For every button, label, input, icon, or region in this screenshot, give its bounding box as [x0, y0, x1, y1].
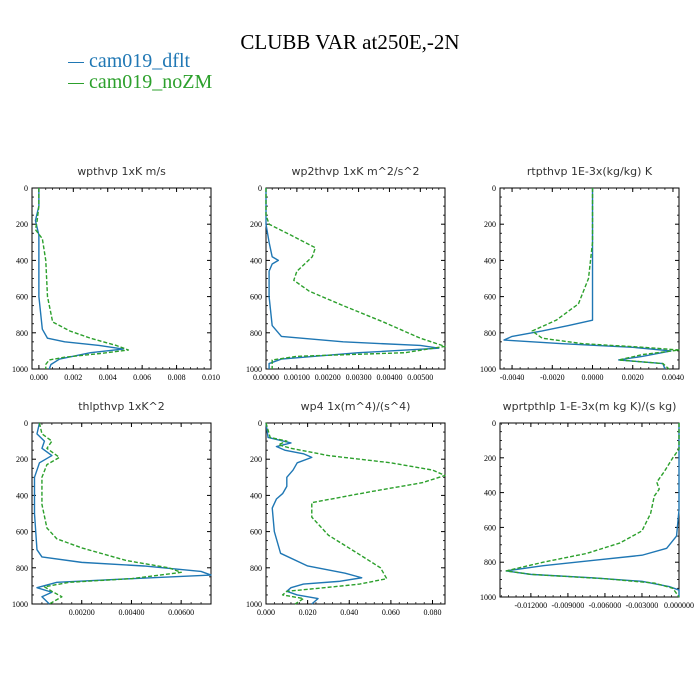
- panel-3-ytick-label-0: 0: [492, 184, 496, 193]
- panel-4-xtick-label-1: 0.00400: [118, 608, 144, 617]
- panel-6-title: wprtpthlp 1-E-3x(m kg K)/(s kg): [503, 400, 677, 413]
- panel-5-xtick-label-0: 0.000: [257, 608, 275, 617]
- panel-1-xtick-label-0: 0.000: [30, 373, 48, 382]
- panel-3-series-nozm: [531, 188, 680, 370]
- panel-1-series-dflt: [34, 188, 124, 370]
- panel-3-xtick-label-0: -0.0040: [500, 373, 525, 382]
- panel-2-xtick-label-2: 0.00200: [315, 373, 341, 382]
- panel-2-ytick-label-2: 400: [250, 256, 262, 265]
- panel-5-series-nozm: [265, 422, 446, 605]
- legend-label-nozm: cam019_noZM: [89, 71, 213, 93]
- panel-1-xtick-label-2: 0.004: [99, 373, 117, 382]
- panel-2-ytick-label-0: 0: [258, 184, 262, 193]
- panel-5-title: wp4 1x(m^4)/(s^4): [301, 400, 411, 413]
- panel-2-xtick-label-5: 0.00500: [407, 373, 433, 382]
- panel-2-series-nozm: [265, 188, 446, 369]
- panel-6-ytick-label-2: 400: [484, 489, 496, 498]
- legend-label-dflt: cam019_dflt: [89, 50, 191, 72]
- panel-6-xtick-label-3: -0.003000: [626, 601, 659, 610]
- panel-6-xtick-label-4: 0.000000: [664, 601, 694, 610]
- panel-4-ytick-label-3: 600: [16, 528, 28, 537]
- panel-2-ytick-label-3: 600: [250, 293, 262, 302]
- panel-6-ytick-label-1: 200: [484, 454, 496, 463]
- panel-3-ytick-label-5: 1000: [480, 365, 496, 374]
- panel-2-ytick-label-1: 200: [250, 220, 262, 229]
- panel-1-xtick-label-1: 0.002: [64, 373, 82, 382]
- legend-swatch-dflt: [68, 61, 84, 63]
- panel-1-xtick-label-3: 0.006: [133, 373, 151, 382]
- panel-3-ytick-label-4: 800: [484, 329, 496, 338]
- panel-1-xtick-label-5: 0.010: [202, 373, 220, 382]
- panel-2-xtick-label-1: 0.00100: [284, 373, 310, 382]
- panel-2-xtick-label-3: 0.00300: [346, 373, 372, 382]
- panel-3-xtick-label-3: 0.0020: [622, 373, 644, 382]
- panel-3-ytick-label-3: 600: [484, 293, 496, 302]
- panel-5-ytick-label-5: 1000: [246, 600, 262, 609]
- panel-6-ytick-label-0: 0: [492, 419, 496, 428]
- panel-4-title: thlpthvp 1xK^2: [78, 400, 165, 413]
- panel-5-ytick-label-2: 400: [250, 491, 262, 500]
- panel-6-xtick-label-0: -0.012000: [515, 601, 548, 610]
- panel-4-series-nozm: [38, 422, 182, 605]
- chart-main-title: CLUBB VAR at250E,-2N: [240, 30, 460, 54]
- panel-5-frame: [265, 422, 446, 605]
- panel-3-series-dflt: [503, 188, 672, 370]
- panel-3-ytick-label-2: 400: [484, 256, 496, 265]
- panel-5-xtick-label-1: 0.020: [299, 608, 317, 617]
- legend-entry-dflt: cam019_dflt: [68, 50, 190, 73]
- panel-3-ytick-label-1: 200: [484, 220, 496, 229]
- panel-4-ytick-label-0: 0: [24, 419, 28, 428]
- panel-5-ytick-label-3: 600: [250, 528, 262, 537]
- panel-5-ytick-label-0: 0: [258, 419, 262, 428]
- panel-2-xtick-label-4: 0.00400: [376, 373, 402, 382]
- panel-4-ytick-label-2: 400: [16, 491, 28, 500]
- panel-1-title: wpthvp 1xK m/s: [77, 165, 166, 178]
- panel-2-series-dflt: [265, 188, 440, 369]
- panel-6-ytick-label-5: 1000: [480, 593, 496, 602]
- panel-4-ytick-label-5: 1000: [12, 600, 28, 609]
- panel-6-xtick-label-1: -0.009000: [552, 601, 585, 610]
- panel-1-ytick-label-5: 1000: [12, 365, 28, 374]
- panel-4-ytick-label-4: 800: [16, 564, 28, 573]
- panel-4-xtick-label-2: 0.00600: [168, 608, 194, 617]
- panel-6-frame: [499, 422, 680, 598]
- panel-2-xtick-label-0: 0.00000: [253, 373, 279, 382]
- panel-6-ytick-label-4: 800: [484, 558, 496, 567]
- panel-1-ytick-label-1: 200: [16, 220, 28, 229]
- panel-1-ytick-label-3: 600: [16, 293, 28, 302]
- panel-1-frame: [31, 187, 212, 370]
- panel-5-xtick-label-2: 0.040: [340, 608, 358, 617]
- panel-5-series-dflt: [265, 422, 363, 605]
- panel-6-series-dflt: [505, 423, 680, 597]
- panel-5-ytick-label-4: 800: [250, 564, 262, 573]
- panel-5-xtick-label-3: 0.060: [382, 608, 400, 617]
- panel-3-xtick-label-1: -0.0020: [540, 373, 565, 382]
- panel-3-title: rtpthvp 1E-3x(kg/kg) K: [527, 165, 653, 178]
- panel-5-xtick-label-4: 0.080: [424, 608, 442, 617]
- panel-1-ytick-label-2: 400: [16, 256, 28, 265]
- panel-3-xtick-label-2: 0.0000: [582, 373, 604, 382]
- panel-6-series-nozm: [505, 423, 680, 598]
- panel-6-ytick-label-3: 600: [484, 523, 496, 532]
- panel-1-series-nozm: [34, 188, 130, 369]
- panel-1-ytick-label-4: 800: [16, 329, 28, 338]
- panel-4-series-dflt: [33, 422, 212, 605]
- panel-6-xtick-label-2: -0.006000: [589, 601, 622, 610]
- panel-5-ytick-label-1: 200: [250, 455, 262, 464]
- legend-swatch-nozm: [68, 82, 84, 84]
- panel-1-xtick-label-4: 0.008: [168, 373, 186, 382]
- legend-entry-nozm: cam019_noZM: [68, 71, 212, 94]
- panel-3-xtick-label-4: 0.0040: [662, 373, 684, 382]
- panel-2-title: wp2thvp 1xK m^2/s^2: [291, 165, 419, 178]
- panel-1-ytick-label-0: 0: [24, 184, 28, 193]
- panel-2-ytick-label-5: 1000: [246, 365, 262, 374]
- panel-4-ytick-label-1: 200: [16, 455, 28, 464]
- panel-4-xtick-label-0: 0.00200: [69, 608, 95, 617]
- panel-2-ytick-label-4: 800: [250, 329, 262, 338]
